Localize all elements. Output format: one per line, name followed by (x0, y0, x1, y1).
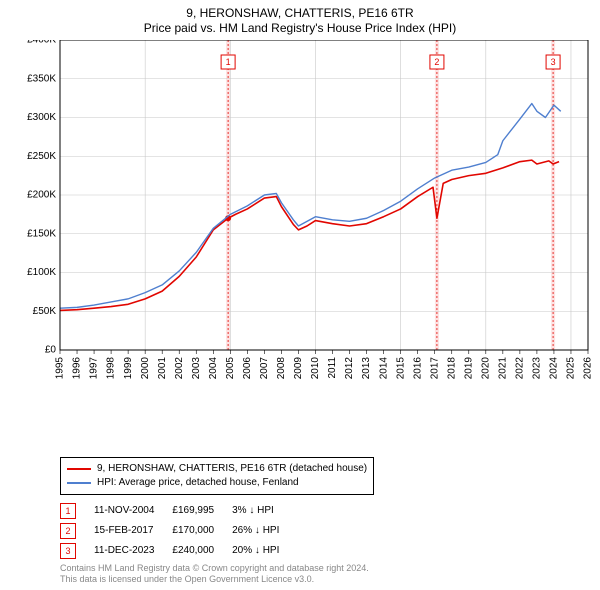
event-date: 11-DEC-2023 (94, 541, 172, 561)
svg-text:2: 2 (434, 57, 439, 67)
legend-label: HPI: Average price, detached house, Fenl… (97, 476, 299, 490)
event-diff: 26% ↓ HPI (232, 521, 297, 541)
price-chart: £0 £50K £100K £150K £200K £250K £300K £350K £400… (8, 40, 592, 451)
svg-text:3: 3 (551, 57, 556, 67)
svg-text:2006: 2006 (242, 357, 253, 380)
event-diff: 3% ↓ HPI (232, 501, 297, 521)
svg-text:2007: 2007 (259, 357, 270, 380)
legend-swatch (67, 468, 91, 470)
event-marker-1: 1 (60, 503, 76, 519)
svg-text:1998: 1998 (106, 357, 117, 380)
svg-text:2025: 2025 (566, 357, 577, 380)
svg-text:2009: 2009 (293, 357, 304, 380)
svg-text:2008: 2008 (276, 357, 287, 380)
event-price: £169,995 (172, 501, 232, 521)
svg-text:£400K: £400K (27, 40, 56, 46)
svg-text:2022: 2022 (515, 357, 526, 380)
svg-text:£300K: £300K (27, 112, 56, 123)
title-line-2: Price paid vs. HM Land Registry's House … (8, 21, 592, 36)
svg-text:1997: 1997 (89, 357, 100, 380)
svg-text:£250K: £250K (27, 151, 56, 162)
footer-attribution: Contains HM Land Registry data © Crown c… (60, 563, 592, 586)
chart-legend: 9, HERONSHAW, CHATTERIS, PE16 6TR (detac… (60, 457, 374, 495)
event-marker-2: 2 (60, 523, 76, 539)
svg-text:2026: 2026 (583, 357, 592, 380)
event-table: 1 11-NOV-2004 £169,995 3% ↓ HPI 2 15-FEB… (60, 501, 592, 561)
svg-text:£50K: £50K (33, 306, 57, 317)
title-line-1: 9, HERONSHAW, CHATTERIS, PE16 6TR (8, 6, 592, 21)
svg-text:£0: £0 (45, 345, 57, 356)
svg-text:2014: 2014 (378, 357, 389, 380)
svg-text:2003: 2003 (191, 357, 202, 380)
event-price: £240,000 (172, 541, 232, 561)
svg-text:£100K: £100K (27, 267, 56, 278)
footer-line-2: This data is licensed under the Open Gov… (60, 574, 592, 586)
svg-text:2004: 2004 (208, 357, 219, 380)
legend-swatch (67, 482, 91, 484)
svg-text:2016: 2016 (412, 357, 423, 380)
svg-text:1995: 1995 (55, 357, 66, 380)
svg-text:2011: 2011 (327, 357, 338, 379)
event-price: £170,000 (172, 521, 232, 541)
event-row: 1 11-NOV-2004 £169,995 3% ↓ HPI (60, 501, 297, 521)
event-date: 15-FEB-2017 (94, 521, 172, 541)
event-diff: 20% ↓ HPI (232, 541, 297, 561)
event-marker-3: 3 (60, 543, 76, 559)
svg-text:2012: 2012 (344, 357, 355, 380)
svg-text:2019: 2019 (463, 357, 474, 380)
event-row: 2 15-FEB-2017 £170,000 26% ↓ HPI (60, 521, 297, 541)
svg-text:1996: 1996 (72, 357, 83, 380)
svg-text:2024: 2024 (549, 357, 560, 380)
svg-text:2013: 2013 (361, 357, 372, 380)
svg-text:£150K: £150K (27, 228, 56, 239)
svg-text:2017: 2017 (429, 357, 440, 380)
svg-text:2015: 2015 (395, 357, 406, 380)
svg-text:£200K: £200K (27, 190, 56, 201)
svg-text:2005: 2005 (225, 357, 236, 380)
legend-item-hpi: HPI: Average price, detached house, Fenl… (67, 476, 367, 490)
svg-text:2021: 2021 (497, 357, 508, 380)
event-date: 11-NOV-2004 (94, 501, 172, 521)
svg-text:2000: 2000 (140, 357, 151, 380)
svg-text:2002: 2002 (174, 357, 185, 380)
svg-text:1999: 1999 (123, 357, 134, 380)
event-row: 3 11-DEC-2023 £240,000 20% ↓ HPI (60, 541, 297, 561)
svg-text:2018: 2018 (446, 357, 457, 380)
svg-text:2023: 2023 (532, 357, 543, 380)
legend-label: 9, HERONSHAW, CHATTERIS, PE16 6TR (detac… (97, 462, 367, 476)
legend-item-price-paid: 9, HERONSHAW, CHATTERIS, PE16 6TR (detac… (67, 462, 367, 476)
svg-text:£350K: £350K (27, 73, 56, 84)
footer-line-1: Contains HM Land Registry data © Crown c… (60, 563, 592, 575)
svg-text:1: 1 (226, 57, 231, 67)
svg-text:2010: 2010 (310, 357, 321, 380)
svg-text:2020: 2020 (480, 357, 491, 380)
chart-titles: 9, HERONSHAW, CHATTERIS, PE16 6TR Price … (8, 6, 592, 36)
svg-text:2001: 2001 (157, 357, 168, 380)
